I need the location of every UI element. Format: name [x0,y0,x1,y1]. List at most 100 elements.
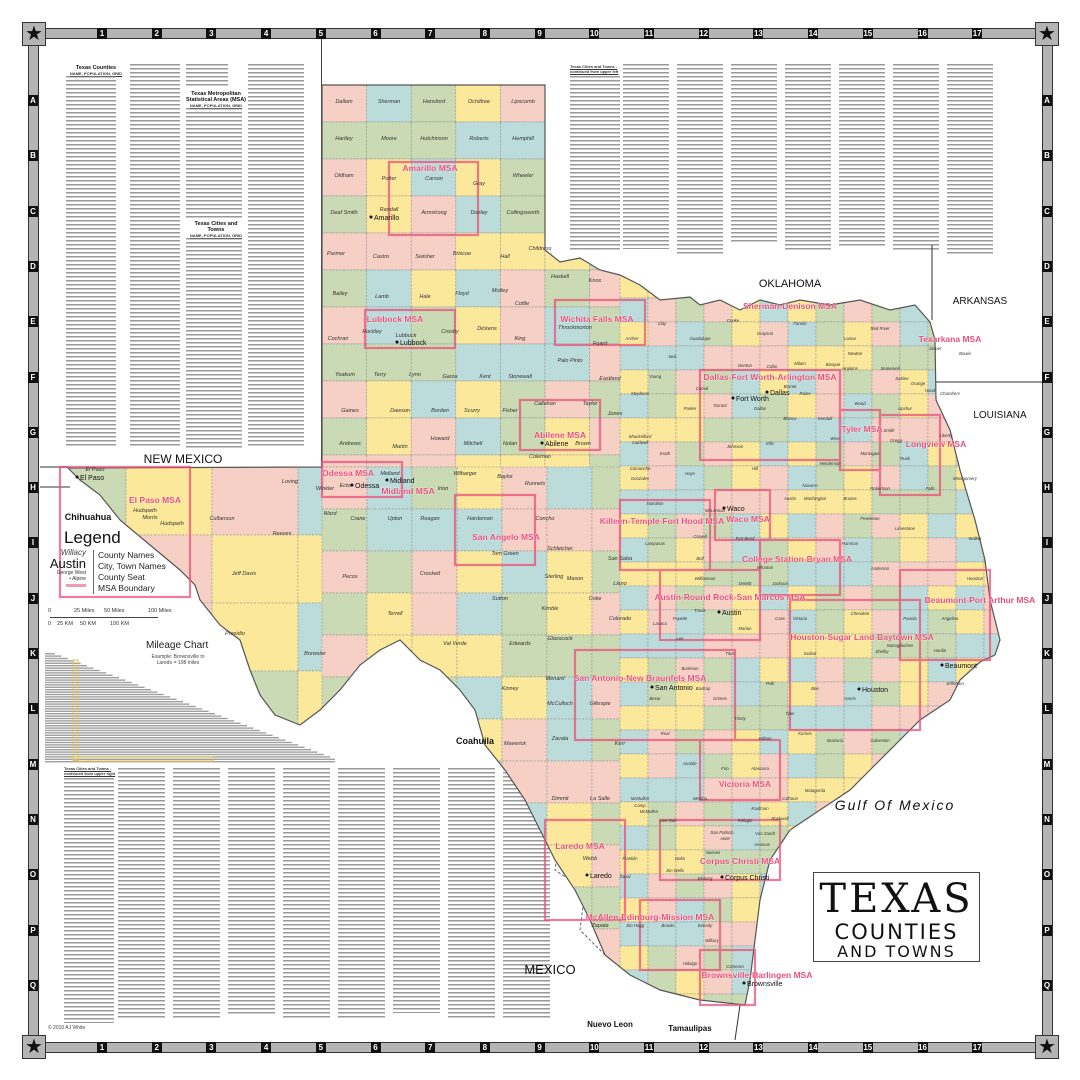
county-region[interactable] [759,993,789,1018]
county-region[interactable] [675,273,705,299]
county-region[interactable] [759,681,789,707]
county-region[interactable] [899,777,929,803]
county-region[interactable] [955,561,985,587]
county-region[interactable] [675,441,705,467]
county-region[interactable] [647,777,677,803]
county-region[interactable] [927,969,957,995]
county-region[interactable] [955,465,985,491]
county-region[interactable] [619,969,649,995]
county-region[interactable] [927,297,957,323]
county-region[interactable] [843,609,873,635]
county-region[interactable] [731,681,761,707]
county-region[interactable] [321,195,367,234]
county-region[interactable] [955,585,985,611]
county-region[interactable] [927,417,957,443]
county-region[interactable] [843,369,873,395]
county-region[interactable] [501,508,548,552]
county-region[interactable] [703,345,733,371]
county-region[interactable] [983,633,1012,659]
county-region[interactable] [321,85,367,123]
county-region[interactable] [927,393,957,419]
county-region[interactable] [843,489,873,515]
county-region[interactable] [456,508,503,552]
county-region[interactable] [703,513,733,539]
county-region[interactable] [843,465,873,491]
county-region[interactable] [871,993,901,1018]
county-region[interactable] [366,269,412,308]
county-region[interactable] [927,513,957,539]
county-region[interactable] [619,825,649,851]
county-region[interactable] [815,801,845,827]
county-region[interactable] [703,897,733,923]
county-region[interactable] [455,195,501,234]
county-region[interactable] [619,537,649,563]
county-region[interactable] [366,454,412,493]
county-region[interactable] [899,729,929,755]
county-region[interactable] [703,441,733,467]
county-region[interactable] [546,508,593,552]
county-region[interactable] [647,513,677,539]
county-region[interactable] [787,537,817,563]
county-region[interactable] [619,417,649,443]
county-region[interactable] [544,417,590,456]
county-region[interactable] [899,849,929,875]
county-region[interactable] [544,269,590,308]
county-region[interactable] [703,465,733,491]
county-region[interactable] [731,249,761,275]
county-region[interactable] [899,393,929,419]
county-region[interactable] [619,753,649,779]
county-region[interactable] [366,85,412,123]
county-region[interactable] [899,537,929,563]
county-region[interactable] [983,705,1012,731]
county-region[interactable] [647,345,677,371]
county-region[interactable] [983,681,1012,707]
county-region[interactable] [455,121,501,160]
county-region[interactable] [647,969,677,995]
county-region[interactable] [703,321,733,347]
county-region[interactable] [544,380,590,419]
county-region[interactable] [759,969,789,995]
county-region[interactable] [899,585,929,611]
county-region[interactable] [871,441,901,467]
county-region[interactable] [675,465,705,491]
county-region[interactable] [366,592,413,636]
county-region[interactable] [647,873,677,899]
county-region[interactable] [321,466,368,510]
county-region[interactable] [546,592,593,636]
county-region[interactable] [703,753,733,779]
county-region[interactable] [899,465,929,491]
county-region[interactable] [759,825,789,851]
county-region[interactable] [899,417,929,443]
county-region[interactable] [647,441,677,467]
county-region[interactable] [787,249,817,275]
county-region[interactable] [843,753,873,779]
county-region[interactable] [815,297,845,323]
county-region[interactable] [787,945,817,971]
county-region[interactable] [647,825,677,851]
county-region[interactable] [759,585,789,611]
county-region[interactable] [675,705,705,731]
county-region[interactable] [983,729,1012,755]
county-region[interactable] [500,85,546,123]
county-region[interactable] [815,681,845,707]
county-region[interactable] [731,513,761,539]
county-region[interactable] [787,633,817,659]
county-region[interactable] [647,921,677,947]
county-region[interactable] [703,297,733,323]
county-region[interactable] [787,849,817,875]
county-region[interactable] [619,729,649,755]
county-region[interactable] [591,466,638,510]
county-region[interactable] [501,634,548,678]
county-region[interactable] [955,849,985,875]
county-region[interactable] [703,921,733,947]
county-region[interactable] [456,676,503,720]
county-region[interactable] [759,801,789,827]
county-region[interactable] [815,417,845,443]
county-region[interactable] [731,297,761,323]
county-region[interactable] [983,345,1012,371]
county-region[interactable] [927,705,957,731]
county-region[interactable] [759,513,789,539]
county-region[interactable] [731,609,761,635]
county-region[interactable] [731,849,761,875]
county-region[interactable] [843,513,873,539]
